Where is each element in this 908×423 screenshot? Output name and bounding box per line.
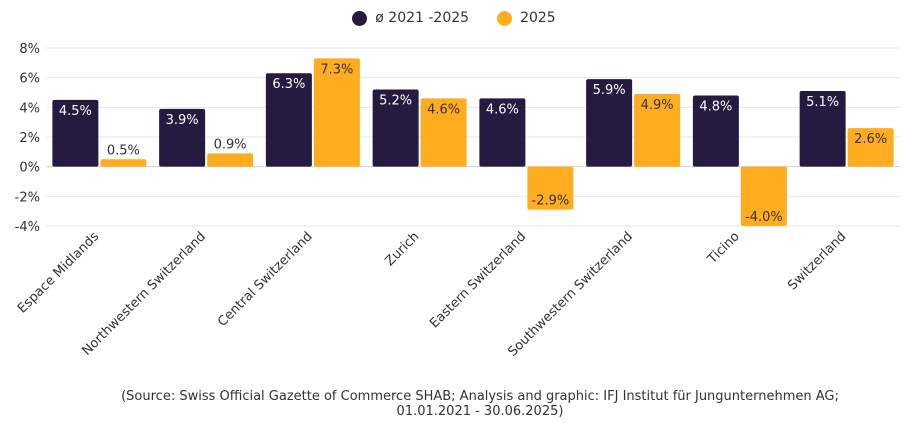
x-category-label: Ticino (704, 229, 742, 267)
bar (527, 166, 574, 210)
bar-chart: 8% 6% 4% 2% 0% -2% -4% 4.5% 0.5% Espace Midlands 3… (15, 42, 900, 360)
data-label: 0.9% (214, 137, 247, 152)
source-note: (Source: Swiss Official Gazette of Comme… (60, 389, 900, 419)
legend-label-series-1: ø 2021 -2025 (375, 10, 470, 26)
y-tick-label: -4% (15, 220, 40, 235)
data-label: 5.2% (379, 94, 412, 109)
data-label: -2.9% (532, 194, 570, 209)
data-label: 4.6% (486, 102, 519, 117)
data-label: 7.3% (320, 62, 353, 77)
x-category-label: Eastern Switzerland (427, 229, 529, 331)
data-label: 3.9% (166, 113, 199, 128)
data-label: 4.6% (427, 102, 460, 117)
legend-swatch-series-1 (352, 10, 368, 26)
bar (847, 128, 894, 167)
y-tick-label: 2% (19, 131, 40, 146)
bar (692, 95, 739, 167)
bar (372, 89, 419, 167)
y-tick-label: 6% (19, 72, 40, 87)
y-tick-label: 8% (19, 42, 40, 57)
data-label: 0.5% (107, 143, 140, 158)
data-label: -4.0% (745, 210, 783, 225)
x-category-label: Switzerland (785, 229, 849, 293)
bar (52, 99, 99, 167)
bar (265, 73, 312, 167)
bar (634, 93, 681, 167)
source-line-1: (Source: Swiss Official Gazette of Comme… (121, 389, 839, 404)
legend-item-series-1[interactable]: ø 2021 -2025 (352, 10, 469, 26)
bar (420, 98, 467, 167)
legend-swatch-series-2 (497, 10, 513, 26)
data-label: 4.9% (641, 98, 674, 113)
bar (100, 159, 147, 167)
bar (740, 166, 787, 226)
data-label: 5.1% (806, 95, 839, 110)
x-category-label: Southwestern Switzerland (505, 229, 636, 360)
x-category-label: Espace Midlands (15, 229, 102, 316)
x-category-label: Central Switzerland (215, 229, 316, 330)
bar (799, 91, 846, 167)
data-label: 4.5% (59, 104, 92, 119)
legend-label-series-2: 2025 (520, 10, 556, 26)
bar (159, 108, 206, 167)
y-tick-label: 0% (19, 161, 40, 176)
source-line-2: 01.01.2021 - 30.06.2025) (396, 404, 564, 419)
legend-item-series-2[interactable]: 2025 (497, 10, 556, 26)
bar (207, 153, 254, 167)
data-label: 5.9% (593, 83, 626, 98)
bar (313, 58, 360, 167)
x-category-label: Zurich (383, 229, 423, 269)
x-category-label: Northwestern Switzerland (79, 229, 209, 359)
bar (586, 79, 633, 167)
data-label: 6.3% (272, 77, 305, 92)
data-label: 2.6% (854, 132, 887, 147)
y-tick-label: 4% (19, 101, 40, 116)
bar (479, 98, 526, 167)
y-tick-label: -2% (15, 190, 40, 205)
data-label: 4.8% (699, 99, 732, 114)
chart-legend: ø 2021 -2025 2025 (0, 10, 908, 26)
